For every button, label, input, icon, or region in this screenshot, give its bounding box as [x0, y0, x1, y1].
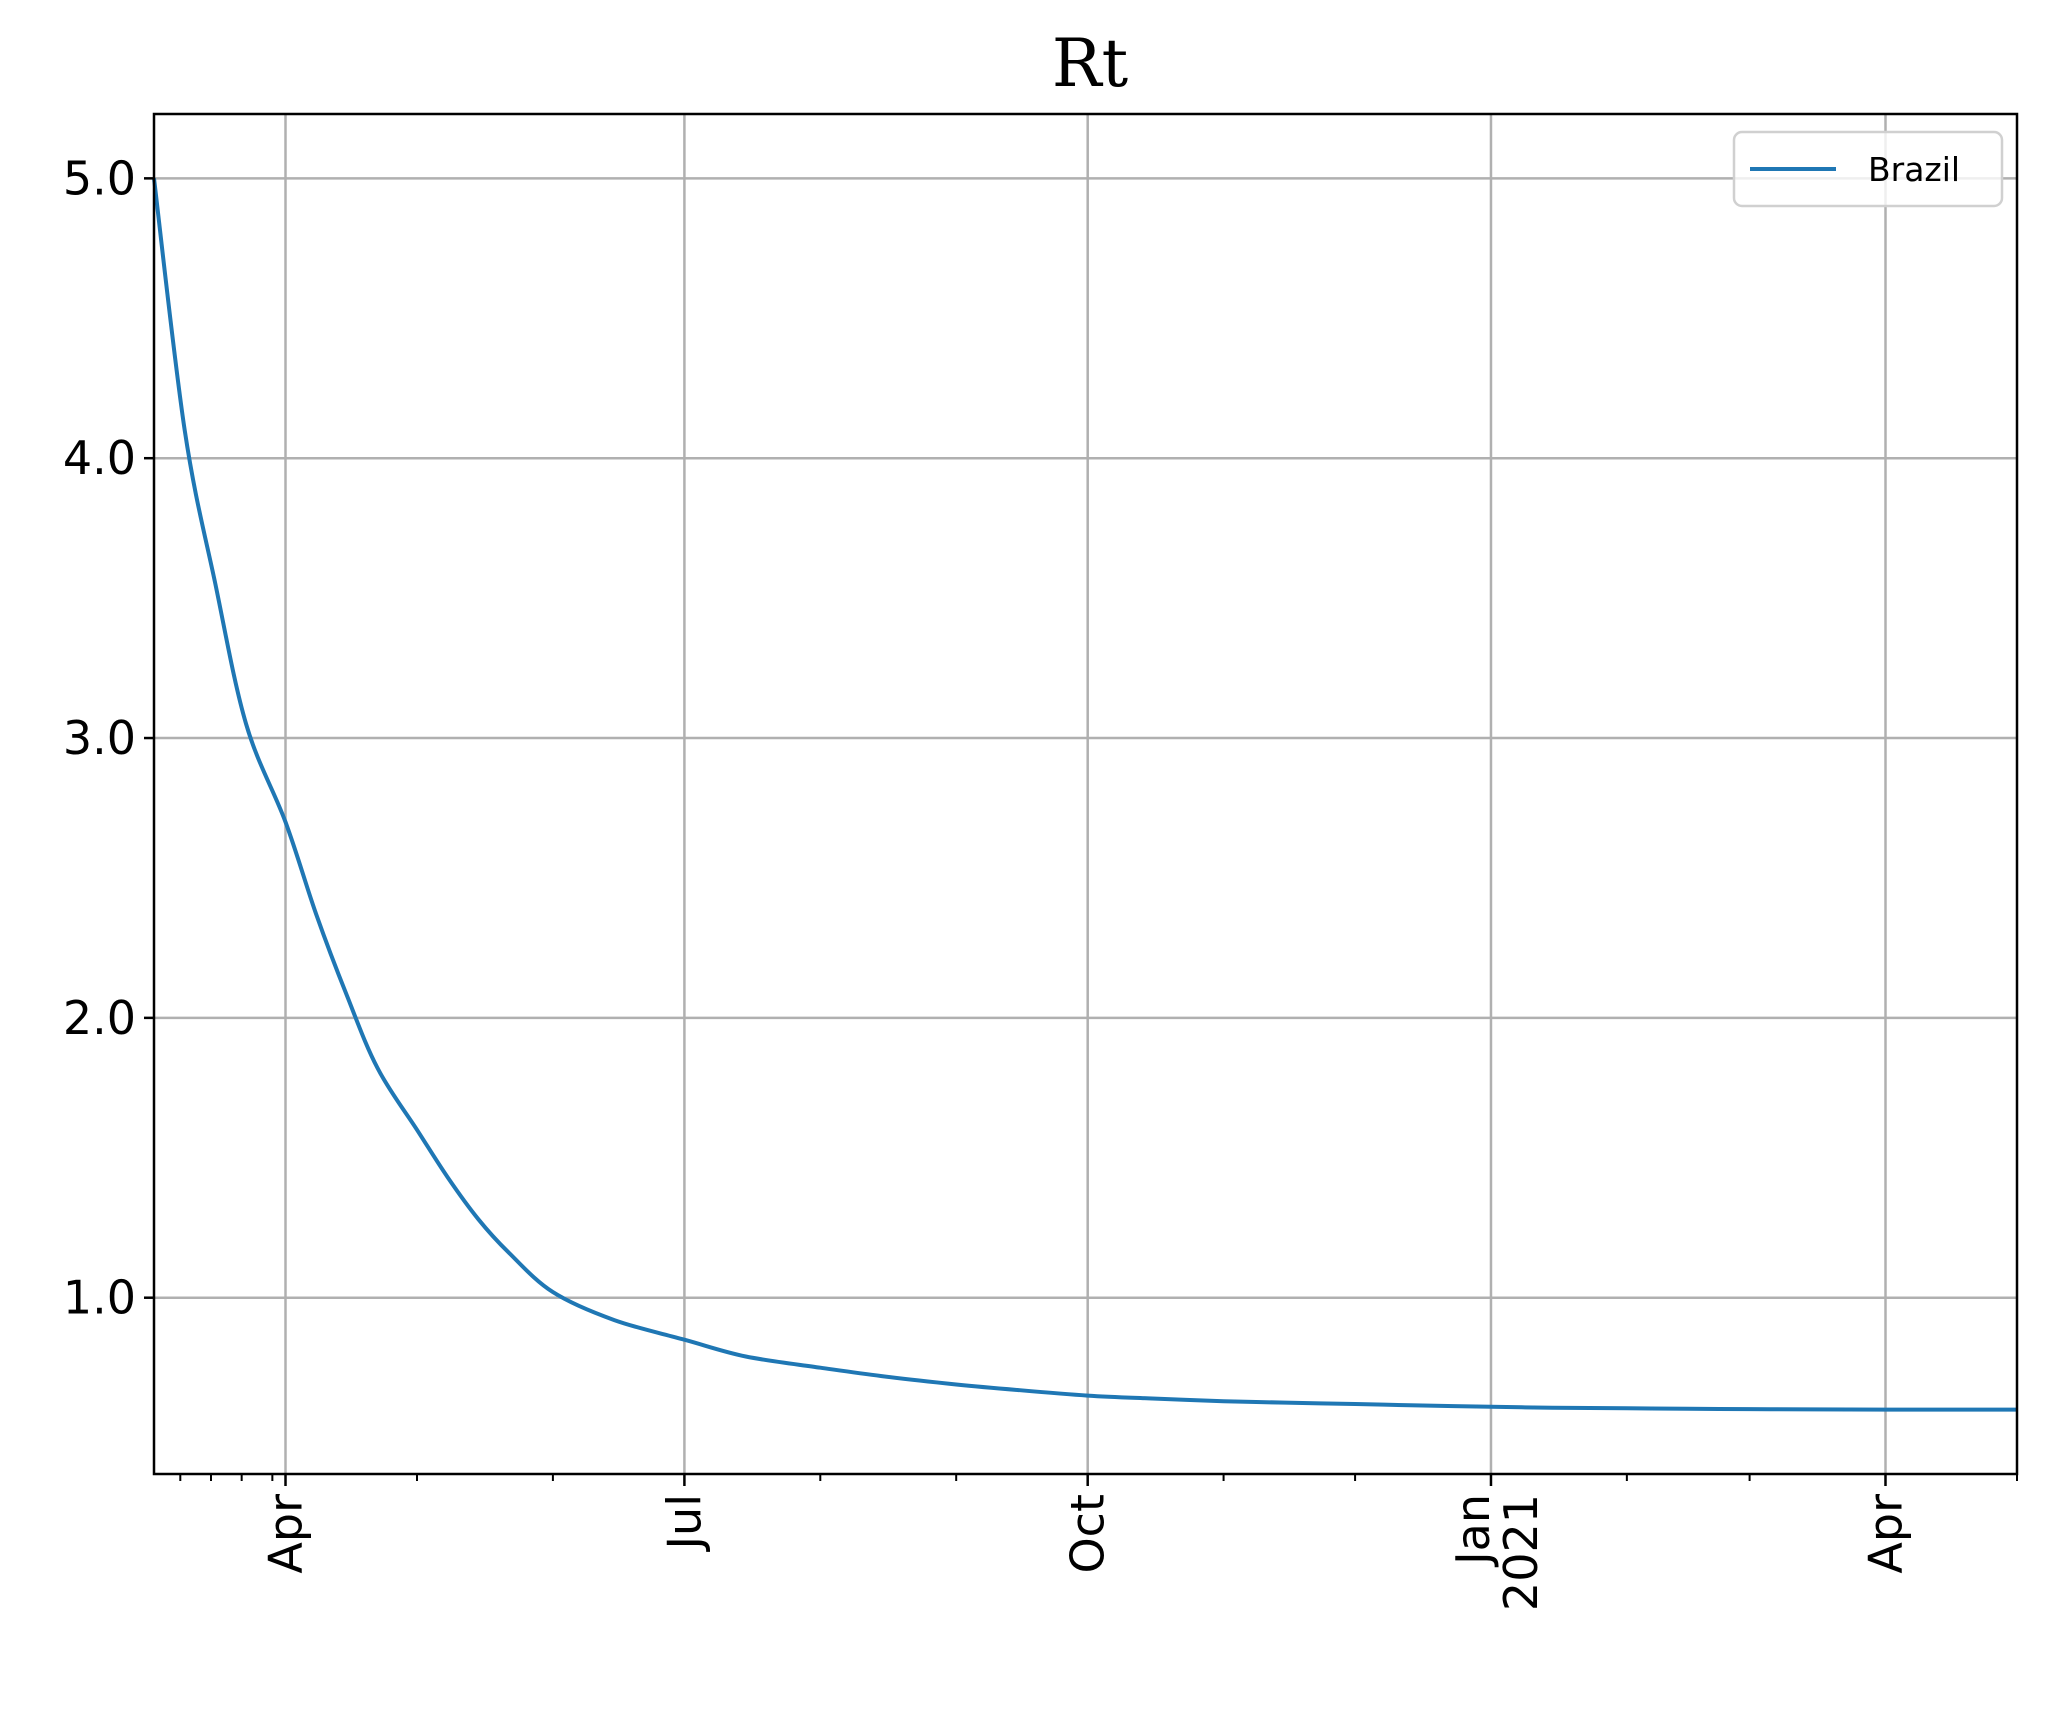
plot-frame — [152, 112, 2019, 1476]
legend-label: Brazil — [1868, 150, 1960, 189]
x-tick-label-group: Jul — [657, 1494, 711, 1553]
legend-box — [1732, 130, 2004, 208]
x-tick-label: Apr — [1858, 1494, 1912, 1574]
series-layer — [152, 178, 2017, 1412]
y-tick-label: 1.0 — [63, 1271, 136, 1325]
y-tick-label: 2.0 — [63, 991, 136, 1045]
x-tick-label: Jul — [657, 1494, 711, 1553]
chart-title: Rt — [1052, 25, 1128, 102]
x-tick-label: Apr — [259, 1494, 313, 1574]
x-tick-label-group: Apr — [259, 1494, 313, 1574]
x-tick-label: Jan — [1446, 1494, 1500, 1568]
legend: Brazil — [1732, 130, 2004, 208]
y-tick-label: 5.0 — [63, 151, 136, 205]
y-tick-label: 3.0 — [63, 711, 136, 765]
grid-layer — [154, 114, 2017, 1474]
x-tick-label-group: Oct — [1061, 1494, 1115, 1574]
x-tick-year-label: 2021 — [1494, 1494, 1548, 1611]
x-tick-label-group: Apr — [1858, 1494, 1912, 1574]
series-line-brazil — [152, 178, 2017, 1412]
y-tick-label: 4.0 — [63, 431, 136, 485]
x-tick-label: Oct — [1061, 1494, 1115, 1574]
